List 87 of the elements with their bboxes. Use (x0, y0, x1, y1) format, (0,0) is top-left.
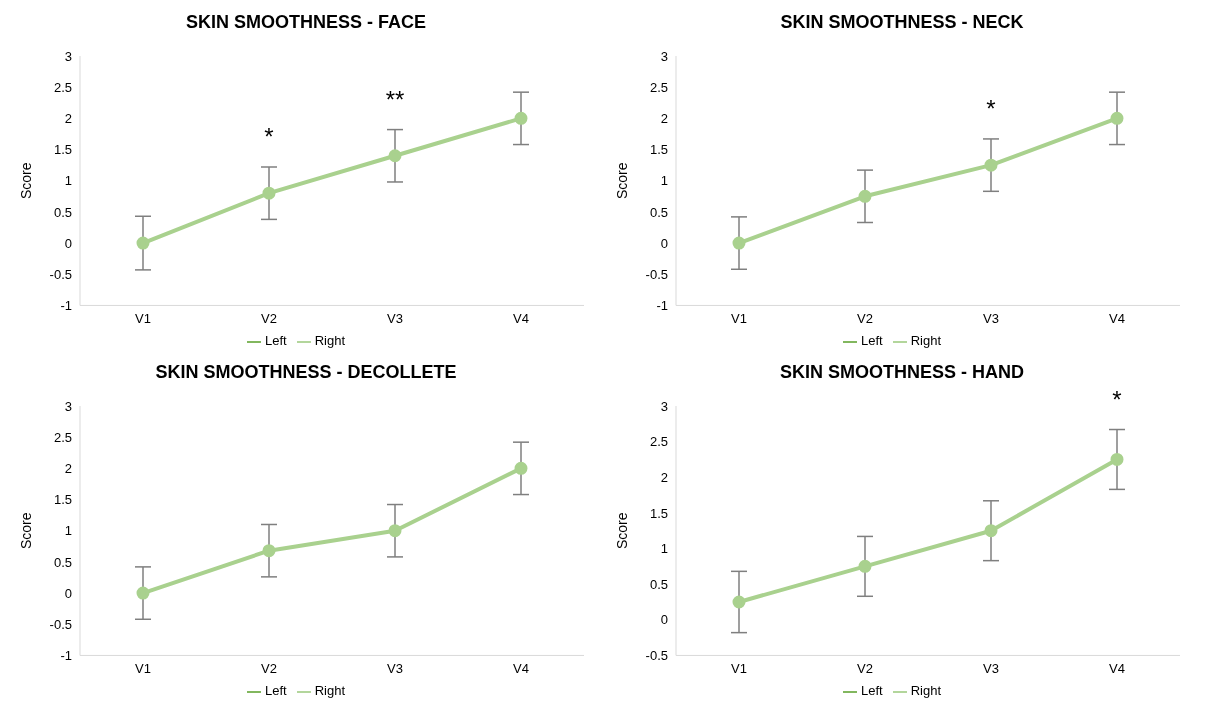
x-tick-label: V2 (857, 660, 873, 676)
point (858, 189, 872, 203)
y-tick-label: 2 (64, 460, 72, 476)
y-tick-label: -0.5 (49, 616, 72, 632)
point (1110, 452, 1124, 466)
x-tick-label: V2 (857, 310, 873, 326)
point (136, 586, 150, 600)
y-tick-label: 3 (64, 48, 72, 64)
point (514, 461, 528, 475)
point (514, 111, 528, 125)
y-tick-label: 0 (64, 235, 72, 251)
y-tick-label: 1 (660, 541, 668, 557)
legend-label: Right (910, 333, 942, 349)
y-tick-label: 0 (64, 585, 72, 601)
y-tick-label: 1.5 (649, 505, 668, 521)
y-tick-label: 2.5 (649, 79, 668, 95)
y-tick-label: 0.5 (53, 554, 72, 570)
x-tick-label: V3 (387, 660, 403, 676)
x-tick-label: V3 (983, 310, 999, 326)
x-tick-label: V1 (731, 660, 747, 676)
legend-label: Left (264, 683, 287, 699)
y-tick-label: 1.5 (53, 142, 72, 158)
chart-title: SKIN SMOOTHNESS - HAND (779, 361, 1025, 384)
annotation: * (986, 94, 996, 122)
point (732, 595, 746, 609)
annotation: * (1112, 385, 1122, 413)
y-tick-label: 1 (660, 173, 668, 189)
y-axis-title: Score (613, 162, 630, 200)
y-tick-label: -0.5 (49, 266, 72, 282)
y-tick-label: 1 (64, 523, 72, 539)
point (858, 559, 872, 573)
x-tick-label: V2 (261, 310, 277, 326)
x-tick-label: V1 (135, 310, 151, 326)
x-tick-label: V2 (261, 660, 277, 676)
legend-label: Right (314, 683, 346, 699)
point (136, 236, 150, 250)
annotation: * (264, 123, 274, 150)
y-tick-label: -1 (656, 298, 668, 314)
legend-label: Left (264, 333, 287, 349)
legend-label: Right (314, 333, 346, 349)
point (262, 186, 276, 200)
y-tick-label: 2 (660, 110, 668, 126)
y-tick-label: 2.5 (649, 434, 668, 450)
chart-title: SKIN SMOOTHNESS - NECK (779, 11, 1025, 34)
point (388, 149, 402, 163)
x-tick-label: V1 (731, 310, 747, 326)
y-tick-label: 1 (64, 173, 72, 189)
x-tick-label: V4 (513, 310, 529, 326)
y-tick-label: 1.5 (649, 142, 668, 158)
y-axis-title: Score (17, 162, 34, 200)
y-axis-title: Score (613, 512, 630, 550)
y-tick-label: 3 (64, 398, 72, 414)
y-tick-label: 0 (660, 612, 668, 628)
x-tick-label: V1 (135, 660, 151, 676)
point (262, 544, 276, 558)
point (732, 236, 746, 250)
y-axis-title: Score (17, 512, 34, 550)
x-tick-label: V3 (983, 660, 999, 676)
y-tick-label: 3 (660, 48, 668, 64)
y-tick-label: -0.5 (645, 266, 668, 282)
x-tick-label: V4 (1109, 660, 1125, 676)
y-tick-label: 3 (660, 398, 668, 414)
y-tick-label: 2.5 (53, 79, 72, 95)
point (984, 158, 998, 172)
y-tick-label: 0 (660, 235, 668, 251)
y-tick-label: -1 (60, 648, 72, 664)
y-tick-label: -1 (60, 298, 72, 314)
y-tick-label: 2 (64, 110, 72, 126)
legend-label: Left (860, 333, 883, 349)
legend-label: Left (860, 683, 883, 699)
chart-title: SKIN SMOOTHNESS - FACE (185, 11, 427, 34)
point (388, 524, 402, 538)
y-tick-label: -0.5 (645, 648, 668, 664)
y-tick-label: 2 (660, 469, 668, 485)
x-tick-label: V4 (513, 660, 529, 676)
point (1110, 111, 1124, 125)
annotation: ** (385, 85, 405, 113)
y-tick-label: 1.5 (53, 492, 72, 508)
x-tick-label: V3 (387, 310, 403, 326)
x-tick-label: V4 (1109, 310, 1125, 326)
point (984, 524, 998, 538)
y-tick-label: 0.5 (649, 204, 668, 220)
y-tick-label: 0.5 (649, 576, 668, 592)
y-tick-label: 0.5 (53, 204, 72, 220)
chart-title: SKIN SMOOTHNESS - DECOLLETE (154, 361, 458, 384)
y-tick-label: 2.5 (53, 429, 72, 445)
legend-label: Right (910, 683, 942, 699)
